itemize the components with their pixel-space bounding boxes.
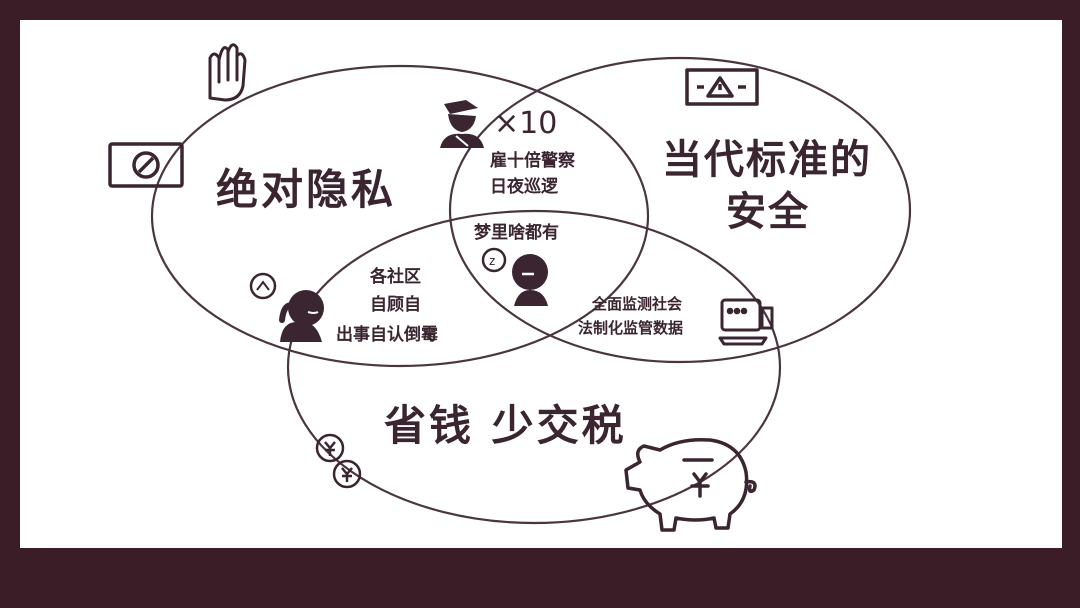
overlap-privacy-security-line1: 雇十倍警察: [490, 151, 575, 171]
sleeping-person-icon: z: [481, 247, 548, 306]
diagram-canvas: z: [20, 20, 1062, 548]
yen-coins-icon: [315, 433, 362, 489]
privacy-circle: [150, 64, 650, 368]
overlap-center: 梦里啥都有: [474, 223, 559, 243]
overlap-security-cost-line1: 全面监测社会: [592, 295, 683, 313]
multiplier-label: ×10: [494, 106, 558, 141]
venn-diagram: z: [108, 43, 912, 532]
no-entry-sign-icon: [108, 142, 184, 188]
warning-sign-icon: [685, 68, 759, 106]
yen-piggy-bank-icon: [624, 437, 757, 532]
overlap-privacy-cost-line1: 各社区: [370, 267, 421, 287]
overlap-security-cost-line2: 法制化监管数据: [578, 319, 684, 337]
overlap-privacy-cost-line2: 自顾自: [370, 295, 421, 315]
cost-circle: [286, 209, 782, 525]
security-label-line2: 安全: [726, 189, 810, 235]
police-officer-icon: [440, 100, 484, 148]
stop-hand-icon: [208, 43, 247, 102]
overlap-privacy-cost-line3: 出事自认倒霉: [336, 325, 438, 345]
overlap-privacy-security-line2: 日夜巡逻: [490, 177, 558, 197]
worried-person-icon: [249, 272, 324, 342]
security-circle: [448, 56, 912, 364]
svg-text:z: z: [489, 254, 495, 268]
computer-icon: [718, 298, 774, 346]
cost-label: 省钱 少交税: [384, 401, 627, 450]
security-label-line1: 当代标准的: [662, 137, 872, 183]
privacy-label: 绝对隐私: [216, 165, 397, 214]
